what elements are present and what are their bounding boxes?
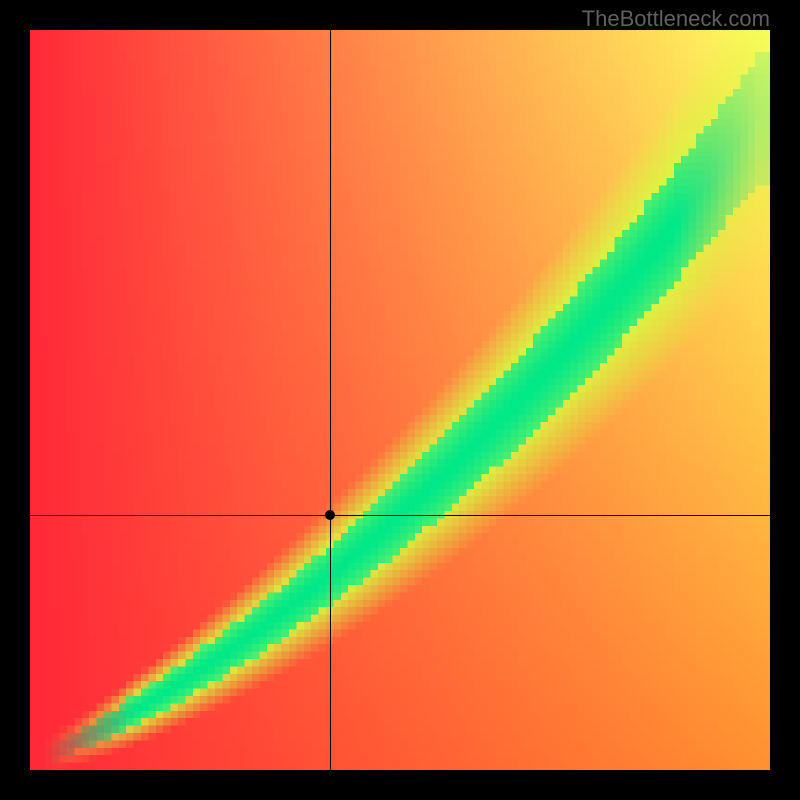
crosshair-horizontal — [30, 515, 770, 516]
heatmap-plot — [30, 30, 770, 770]
crosshair-vertical — [330, 30, 331, 770]
heatmap-canvas — [30, 30, 770, 770]
watermark-text: TheBottleneck.com — [582, 6, 770, 32]
crosshair-marker — [325, 510, 335, 520]
